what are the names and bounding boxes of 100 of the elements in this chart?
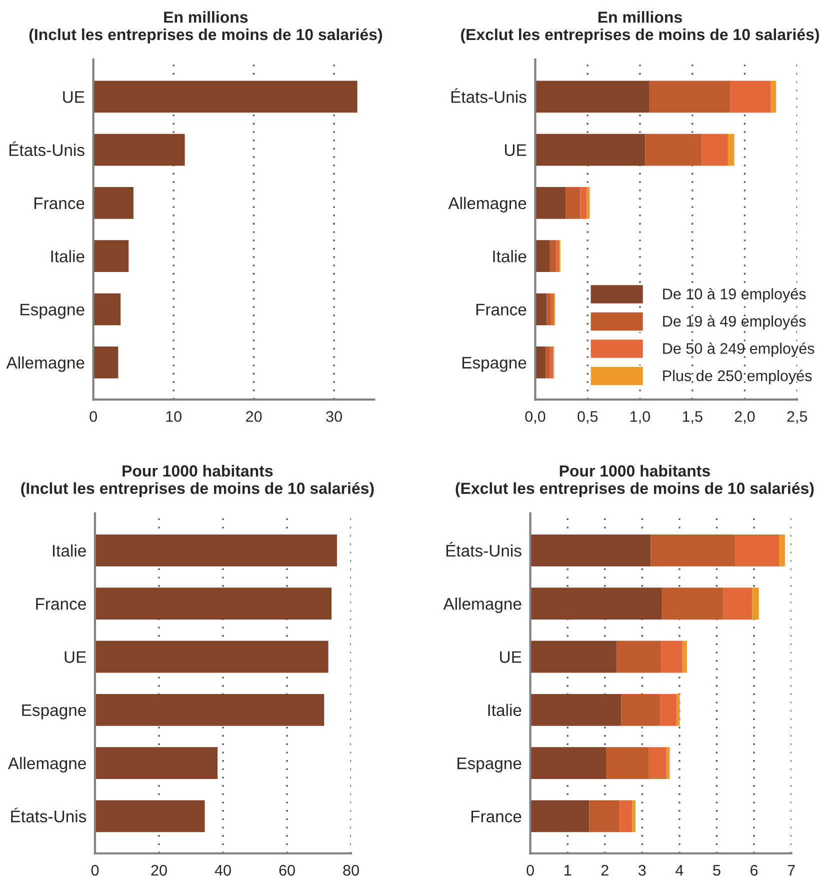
bar <box>632 800 636 832</box>
y-tick-label: Allemagne <box>8 756 86 773</box>
bar <box>93 134 185 166</box>
bar <box>752 588 759 620</box>
x-tick-label: 2,5 <box>787 411 808 424</box>
chart-title: En millions <box>598 11 682 23</box>
bar <box>676 694 680 726</box>
chart-subtitle: (Inclut les entreprises de moins de 10 salariés) <box>29 28 382 44</box>
y-tick-label: États-Unis <box>451 88 526 103</box>
bar <box>648 747 666 779</box>
bar <box>550 293 554 326</box>
bar <box>535 240 550 272</box>
y-tick-label: UE <box>64 651 86 663</box>
chart-title: Pour 1000 habitants <box>122 464 273 477</box>
x-tick-label: 1,5 <box>682 411 702 424</box>
x-tick-label: 30 <box>326 411 342 422</box>
x-tick-label: 80 <box>343 864 359 876</box>
y-tick-label: États-Unis <box>11 808 86 822</box>
bar <box>546 293 551 326</box>
bar <box>580 187 587 219</box>
bar <box>589 800 620 832</box>
y-tick-label: France <box>36 598 86 610</box>
bar <box>556 240 560 272</box>
y-tick-label: Espagne <box>458 758 522 773</box>
bar <box>621 694 660 726</box>
bar <box>530 534 651 566</box>
bar <box>535 80 650 113</box>
bar <box>666 747 670 779</box>
x-tick-label: 0 <box>526 864 534 876</box>
y-tick-label: UE <box>63 91 84 103</box>
y-tick-label: Italie <box>493 250 526 262</box>
chart-title: Pour 1000 habitants <box>560 464 710 477</box>
bar <box>94 800 205 832</box>
bar <box>728 134 734 166</box>
bar <box>93 80 358 113</box>
bar <box>535 134 646 166</box>
y-tick-label: Allemagne <box>6 356 84 372</box>
bar <box>530 640 616 673</box>
bar <box>94 534 337 566</box>
bar <box>702 134 728 166</box>
bar <box>566 187 580 219</box>
x-tick-label: 1,0 <box>630 411 650 424</box>
bar <box>735 534 780 566</box>
bar <box>662 588 724 620</box>
x-tick-label: 2 <box>601 864 608 876</box>
x-tick-label: 10 <box>166 411 182 422</box>
y-tick-label: Allemagne <box>448 196 526 212</box>
x-tick-label: 0 <box>91 864 99 876</box>
bar <box>94 640 328 673</box>
y-tick-label: Italie <box>488 704 522 716</box>
x-tick-label: 7 <box>788 865 795 876</box>
y-tick-label: Espagne <box>20 304 84 319</box>
bar <box>770 80 776 113</box>
bar <box>94 588 332 620</box>
x-tick-label: 0,5 <box>578 411 598 424</box>
bar <box>645 134 702 166</box>
bar <box>779 534 785 566</box>
bar <box>682 640 687 673</box>
bar <box>93 293 121 326</box>
legend-label: Plus de 250 employés <box>663 370 812 384</box>
y-tick-label: France <box>471 810 522 822</box>
bar <box>530 588 662 620</box>
y-tick-label: États-Unis <box>10 141 84 156</box>
chart-subtitle: (Inclut les entreprises de moins de 10 salariés) <box>21 482 374 498</box>
bar <box>550 346 554 378</box>
x-tick-label: 2,0 <box>734 411 755 424</box>
bar <box>650 534 736 566</box>
y-tick-label: Espagne <box>462 356 526 372</box>
x-tick-label: 0,0 <box>525 411 546 424</box>
y-tick-label: Italie <box>52 544 86 557</box>
x-tick-label: 1 <box>564 865 572 876</box>
x-tick-label: 6 <box>750 864 758 876</box>
x-tick-label: 4 <box>676 865 684 876</box>
x-tick-label: 3 <box>638 864 646 876</box>
bar <box>546 346 550 378</box>
bar <box>93 187 134 219</box>
y-tick-label: UE <box>500 651 522 663</box>
bar <box>550 240 556 272</box>
y-tick-label: UE <box>505 144 526 156</box>
bar <box>530 747 606 779</box>
x-tick-label: 20 <box>151 864 167 876</box>
bar <box>530 800 590 832</box>
y-tick-label: Allemagne <box>443 598 522 614</box>
bar <box>660 694 676 726</box>
bar <box>620 800 632 832</box>
bar <box>535 187 566 219</box>
bar <box>661 640 682 673</box>
chart-subtitle: (Exclut les entreprises de moins de 10 salariés) <box>456 482 814 498</box>
chart-subtitle: (Exclut les entreprises de moins de 10 salariés) <box>461 28 819 44</box>
bar <box>94 747 218 779</box>
bar <box>586 187 590 219</box>
x-tick-label: 20 <box>246 411 262 422</box>
bar <box>530 694 622 726</box>
bar <box>649 80 730 113</box>
legend-label: De 50 à 249 employés <box>663 342 814 357</box>
bar <box>94 694 324 726</box>
x-tick-label: 5 <box>713 865 720 876</box>
y-tick-label: États-Unis <box>446 542 522 557</box>
bar <box>730 80 771 113</box>
y-tick-label: France <box>34 198 84 210</box>
